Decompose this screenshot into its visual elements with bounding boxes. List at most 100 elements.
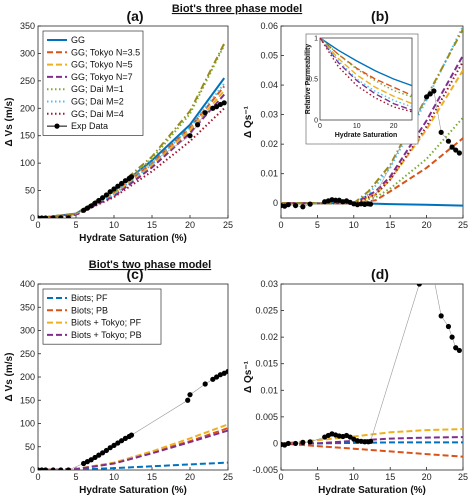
- y-tick-label: 0.03: [260, 279, 278, 289]
- exp-data-point: [214, 104, 220, 110]
- exp-data-point: [43, 215, 49, 218]
- exp-data-point: [214, 374, 220, 380]
- exp-data-point: [88, 457, 94, 463]
- y-axis-label: Δ Vs (m/s): [4, 98, 15, 147]
- exp-data-point: [285, 440, 291, 447]
- inset: 0 10 20 0 0.5 1 Hydrate Saturation Relative Per…: [305, 33, 419, 145]
- exp-data-point: [456, 347, 462, 354]
- x-tick-label: 25: [458, 472, 468, 482]
- legend-label: GG; Dai M=1: [71, 84, 124, 94]
- y-tick-label: 350: [20, 21, 35, 31]
- inset-y-tick: 0: [314, 118, 318, 125]
- exp-data-point: [96, 197, 102, 204]
- exp-data-point: [65, 467, 71, 470]
- panel-letter: (d): [371, 266, 389, 282]
- exp-data-point: [449, 144, 455, 150]
- legend: Biots; PF Biots; PB Biots + Tokyo; PF Biots…: [42, 288, 162, 345]
- series-line-5: [38, 82, 225, 218]
- x-tick-label: 15: [147, 472, 157, 482]
- y-tick-label: 0.015: [255, 359, 278, 369]
- inset-x-tick: 20: [390, 123, 398, 130]
- exp-data-point: [453, 147, 459, 153]
- y-tick-label: 200: [20, 372, 35, 382]
- inset-series-5: [319, 37, 413, 108]
- exp-data-point: [431, 276, 436, 281]
- y-tick-label: 250: [20, 76, 35, 86]
- exp-data-point: [438, 129, 444, 135]
- x-axis-label: Hydrate Saturation (%): [318, 485, 426, 496]
- exp-data-point: [424, 276, 429, 281]
- legend-box: [42, 288, 162, 345]
- legend-box: [42, 30, 144, 136]
- y-tick-label: 50: [25, 186, 35, 196]
- exp-data-point: [445, 323, 452, 330]
- legend-label: GG: [71, 35, 85, 45]
- inset-series-4: [319, 37, 413, 98]
- x-tick-label: 25: [458, 220, 468, 230]
- inset-series-0: [319, 37, 413, 87]
- exp-data-point: [292, 440, 299, 447]
- x-tick-label: 5: [315, 472, 320, 482]
- exp-data-point: [416, 284, 422, 287]
- x-tick-label: 10: [349, 472, 359, 482]
- legend-label: GG; Dai M=4: [71, 109, 124, 119]
- y-tick-label: 0: [30, 465, 35, 475]
- y-tick-label: 0.06: [260, 21, 278, 31]
- y-tick-label: 50: [25, 442, 35, 452]
- y-tick-label: 0.005: [255, 412, 278, 422]
- exp-data-point: [185, 397, 191, 403]
- exp-data-point: [362, 439, 368, 445]
- x-tick-label: 20: [422, 220, 432, 230]
- y-tick-label: 300: [20, 48, 35, 58]
- y-tick-label: 0: [273, 198, 278, 208]
- inset-x-tick: 0: [318, 123, 322, 130]
- panel-letter: (c): [126, 266, 143, 282]
- y-axis-label: Δ Vs (m/s): [4, 353, 15, 402]
- exp-data-point: [96, 452, 102, 458]
- y-tick-label: 0: [30, 213, 35, 223]
- x-tick-label: 0: [278, 220, 283, 230]
- exp-data-point: [195, 122, 201, 128]
- y-tick-label: 150: [20, 395, 35, 405]
- exp-data-point: [427, 91, 433, 97]
- x-tick-label: 20: [422, 472, 432, 482]
- series-line-7: [38, 43, 226, 218]
- exp-data-point: [292, 202, 299, 209]
- bottom-title: Biot's two phase model: [89, 259, 211, 271]
- y-tick-label: 0.05: [260, 51, 278, 61]
- exp-data-point: [449, 334, 455, 340]
- legend-label: GG; Tokyo N=3.5: [71, 47, 140, 57]
- y-tick-label: 300: [20, 326, 35, 336]
- x-tick-label: 10: [109, 220, 119, 230]
- top-title: Biot's three phase model: [172, 3, 302, 15]
- inset-y-label: Relative Permeability: [305, 44, 312, 115]
- exp-data-point: [84, 205, 90, 211]
- y-tick-label: 250: [20, 349, 35, 359]
- exp-data-point: [225, 368, 228, 375]
- exp-data-point: [111, 186, 117, 192]
- exp-data-point: [88, 203, 94, 209]
- exp-data-point: [300, 204, 306, 210]
- exp-data-point: [210, 376, 216, 382]
- inset-series-2: [319, 37, 413, 105]
- inset-series-3: [319, 37, 413, 111]
- legend: GG GG; Tokyo N=3.5 GG; Tokyo N=5 GG; Tokyo …: [42, 30, 144, 136]
- x-axis-label: Hydrate Saturation (%): [79, 233, 187, 244]
- exp-data-point: [107, 445, 113, 451]
- exp-data-point: [431, 88, 437, 94]
- y-tick-label: 0.01: [260, 385, 278, 395]
- x-tick-label: 15: [385, 472, 395, 482]
- exp-data-point: [128, 174, 135, 180]
- y-tick-label: 350: [20, 302, 35, 312]
- series-group: [38, 368, 228, 470]
- y-tick-label: 0.01: [260, 169, 278, 179]
- x-tick-label: 20: [185, 220, 195, 230]
- x-tick-label: 5: [315, 220, 320, 230]
- y-tick-label: 0.02: [260, 139, 278, 149]
- y-tick-label: 400: [20, 279, 35, 289]
- y-tick-label: 100: [20, 158, 35, 168]
- exp-data-point: [300, 439, 306, 445]
- x-tick-label: 0: [35, 220, 40, 230]
- x-tick-label: 5: [73, 472, 78, 482]
- panel-letter: (a): [126, 8, 143, 24]
